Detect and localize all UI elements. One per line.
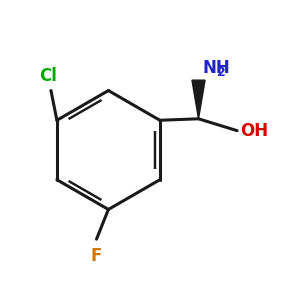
Text: F: F bbox=[91, 247, 102, 265]
Text: Cl: Cl bbox=[39, 67, 57, 85]
Polygon shape bbox=[192, 80, 205, 119]
Text: 2: 2 bbox=[217, 66, 226, 79]
Text: OH: OH bbox=[240, 122, 268, 140]
Text: NH: NH bbox=[203, 59, 231, 77]
